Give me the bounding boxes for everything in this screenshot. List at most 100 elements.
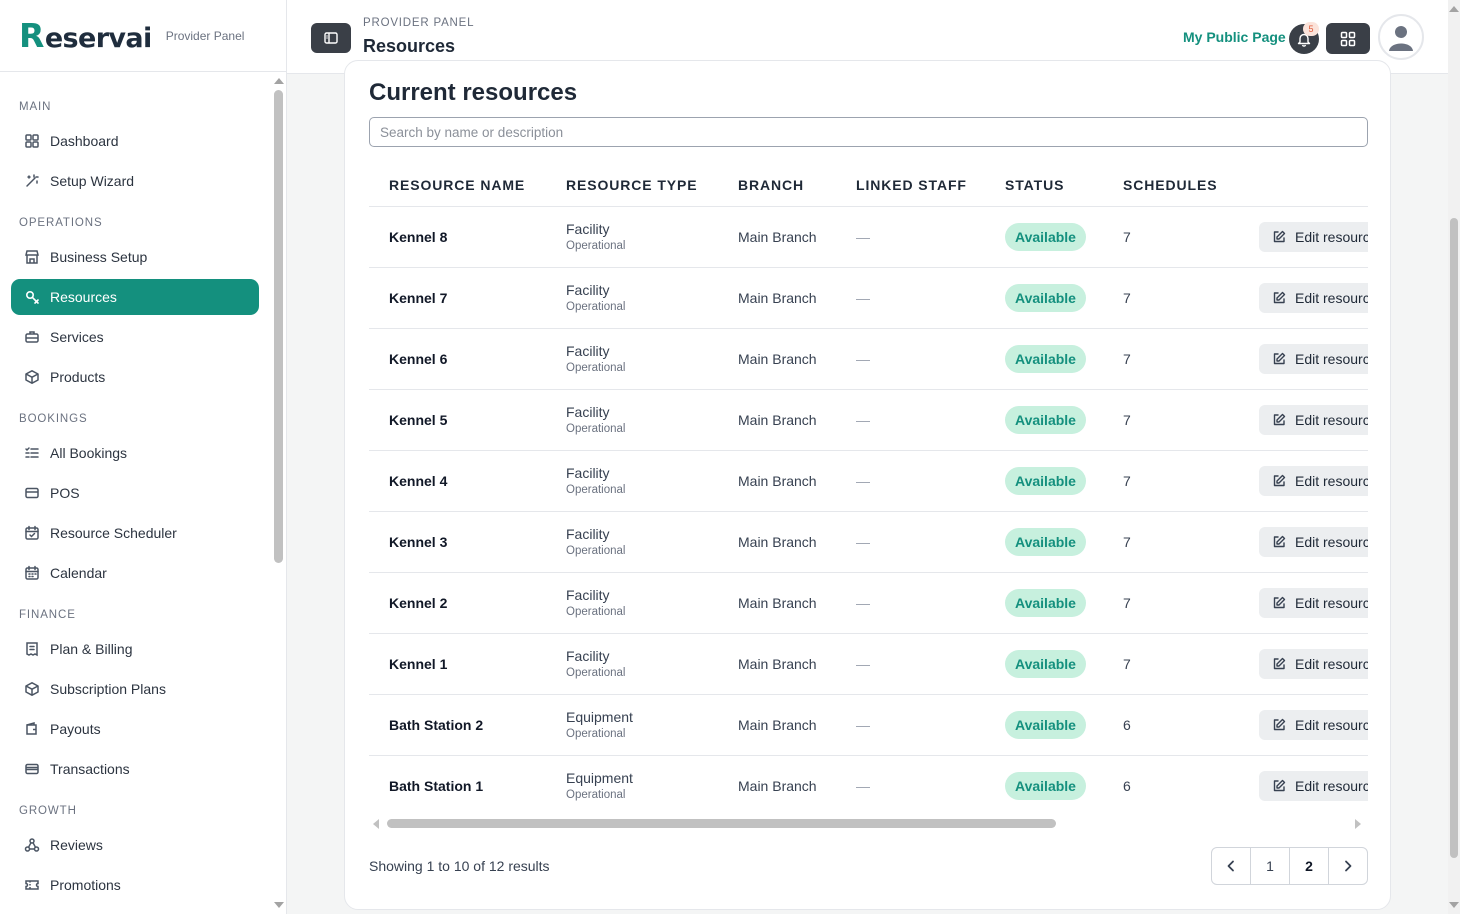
scroll-right-arrow-icon[interactable] — [1355, 819, 1361, 829]
column-header-linked-staff[interactable]: LINKED STAFF — [856, 177, 967, 193]
sidebar-item-all-bookings[interactable]: All Bookings — [11, 435, 259, 471]
resource-type-subtitle: Operational — [566, 545, 626, 557]
table-row: Bath Station 1 Equipment Operational Main B… — [369, 756, 1368, 807]
column-header-status[interactable]: STATUS — [1005, 177, 1065, 193]
user-avatar[interactable] — [1378, 14, 1424, 60]
linked-staff: — — [856, 473, 870, 489]
edit-resource-button[interactable]: Edit resource — [1259, 466, 1368, 496]
card-title: Current resources — [369, 79, 578, 106]
edit-icon — [1273, 230, 1286, 243]
edit-resource-button[interactable]: Edit resource — [1259, 344, 1368, 374]
scrollbar-thumb[interactable] — [387, 819, 1056, 828]
scroll-up-arrow-icon[interactable] — [1449, 6, 1459, 12]
edit-icon — [1273, 474, 1286, 487]
sidebar-item-setup-wizard[interactable]: Setup Wizard — [11, 163, 259, 199]
edit-icon — [1273, 535, 1286, 548]
sidebar-nav: MAIN Dashboard Setup Wizard OPERATIONS B… — [0, 72, 272, 914]
scrollbar-thumb[interactable] — [1450, 218, 1458, 858]
sidebar-item-products[interactable]: Products — [11, 359, 259, 395]
scroll-up-arrow-icon[interactable] — [274, 78, 284, 84]
branch-name: Main Branch — [738, 229, 817, 245]
sidebar-item-services[interactable]: Services — [11, 319, 259, 355]
search-input[interactable] — [369, 117, 1368, 147]
resources-card: Current resources RESOURCE NAME RESOURCE… — [344, 60, 1391, 910]
briefcase-icon — [25, 331, 39, 343]
resource-type: Facility — [566, 648, 610, 664]
sidebar-item-label: Plan & Billing — [50, 641, 133, 657]
resource-name: Kennel 8 — [389, 229, 448, 245]
table-row: Bath Station 2 Equipment Operational Main B… — [369, 695, 1368, 756]
branch-name: Main Branch — [738, 778, 817, 794]
schedules-count: 6 — [1123, 778, 1131, 794]
sidebar-scrollbar[interactable] — [272, 72, 286, 914]
resource-type-subtitle: Operational — [566, 301, 626, 313]
resource-name: Kennel 5 — [389, 412, 448, 428]
scrollbar-thumb[interactable] — [274, 90, 283, 563]
branch-name: Main Branch — [738, 656, 817, 672]
sidebar-item-dashboard[interactable]: Dashboard — [11, 123, 259, 159]
box-icon — [25, 682, 39, 696]
table-row: Kennel 4 Facility Operational Main Branch — A… — [369, 451, 1368, 512]
linked-staff: — — [856, 717, 870, 733]
resource-type-subtitle: Operational — [566, 362, 626, 374]
next-page-button[interactable] — [1329, 848, 1367, 884]
page-1-button[interactable]: 1 — [1251, 848, 1290, 884]
sidebar-item-payouts[interactable]: Payouts — [11, 711, 259, 747]
column-header-resource-type[interactable]: RESOURCE TYPE — [566, 177, 698, 193]
sidebar-item-transactions[interactable]: Transactions — [11, 751, 259, 787]
table-horizontal-scrollbar[interactable] — [369, 817, 1368, 831]
column-header-branch[interactable]: BRANCH — [738, 177, 805, 193]
sidebar-item-subscription-plans[interactable]: Subscription Plans — [11, 671, 259, 707]
edit-resource-button[interactable]: Edit resource — [1259, 405, 1368, 435]
apps-menu-button[interactable] — [1326, 23, 1370, 54]
resource-type: Equipment — [566, 770, 633, 786]
resource-name: Bath Station 1 — [389, 778, 484, 794]
edit-resource-button[interactable]: Edit resource — [1259, 222, 1368, 252]
receipt-icon — [26, 642, 38, 657]
branch-name: Main Branch — [738, 473, 817, 489]
sidebar-item-business-setup[interactable]: Business Setup — [11, 239, 259, 275]
column-header-schedules[interactable]: SCHEDULES — [1123, 177, 1218, 193]
resource-name: Kennel 4 — [389, 473, 448, 489]
status-badge: Available — [1005, 345, 1086, 373]
table-row: Kennel 6 Facility Operational Main Branch — A… — [369, 329, 1368, 390]
edit-icon — [1273, 596, 1286, 609]
scroll-down-arrow-icon[interactable] — [1449, 902, 1459, 908]
sidebar-item-calendar[interactable]: Calendar — [11, 555, 259, 591]
sidebar-item-resource-scheduler[interactable]: Resource Scheduler — [11, 515, 259, 551]
page-scrollbar[interactable] — [1448, 0, 1460, 914]
sidebar-item-reviews[interactable]: Reviews — [11, 827, 259, 863]
sidebar-item-label: All Bookings — [50, 445, 128, 461]
notification-count-badge: 5 — [1303, 22, 1319, 36]
scroll-down-arrow-icon[interactable] — [274, 902, 284, 908]
sidebar-item-promotions[interactable]: Promotions — [11, 867, 259, 903]
my-public-page-link[interactable]: My Public Page — [1183, 29, 1286, 45]
resource-name: Bath Station 2 — [389, 717, 484, 733]
sidebar-item-resources[interactable]: Resources — [11, 279, 259, 315]
resource-type: Facility — [566, 282, 610, 298]
previous-page-button[interactable] — [1212, 848, 1251, 884]
scroll-left-arrow-icon[interactable] — [373, 819, 379, 829]
column-header-resource-name[interactable]: RESOURCE NAME — [389, 177, 526, 193]
status-badge: Available — [1005, 772, 1086, 800]
branch-name: Main Branch — [738, 351, 817, 367]
logo-initial: R — [19, 16, 44, 55]
sidebar-toggle-button[interactable] — [311, 23, 351, 53]
edit-resource-button[interactable]: Edit resource — [1259, 649, 1368, 679]
edit-resource-button[interactable]: Edit resource — [1259, 771, 1368, 801]
sidebar-item-label: Dashboard — [50, 133, 119, 149]
sidebar-item-pos[interactable]: POS — [11, 475, 259, 511]
sidebar-item-label: POS — [50, 485, 80, 501]
sidebar-item-label: Payouts — [50, 721, 101, 737]
schedules-count: 7 — [1123, 595, 1131, 611]
edit-resource-button[interactable]: Edit resource — [1259, 527, 1368, 557]
edit-resource-button[interactable]: Edit resource — [1259, 588, 1368, 618]
apps-grid-icon — [1340, 31, 1356, 46]
sidebar-item-plan-billing[interactable]: Plan & Billing — [11, 631, 259, 667]
edit-resource-button[interactable]: Edit resource — [1259, 710, 1368, 740]
page-2-button[interactable]: 2 — [1290, 848, 1329, 884]
brand-subtitle: Provider Panel — [165, 28, 245, 43]
edit-resource-button[interactable]: Edit resource — [1259, 283, 1368, 313]
